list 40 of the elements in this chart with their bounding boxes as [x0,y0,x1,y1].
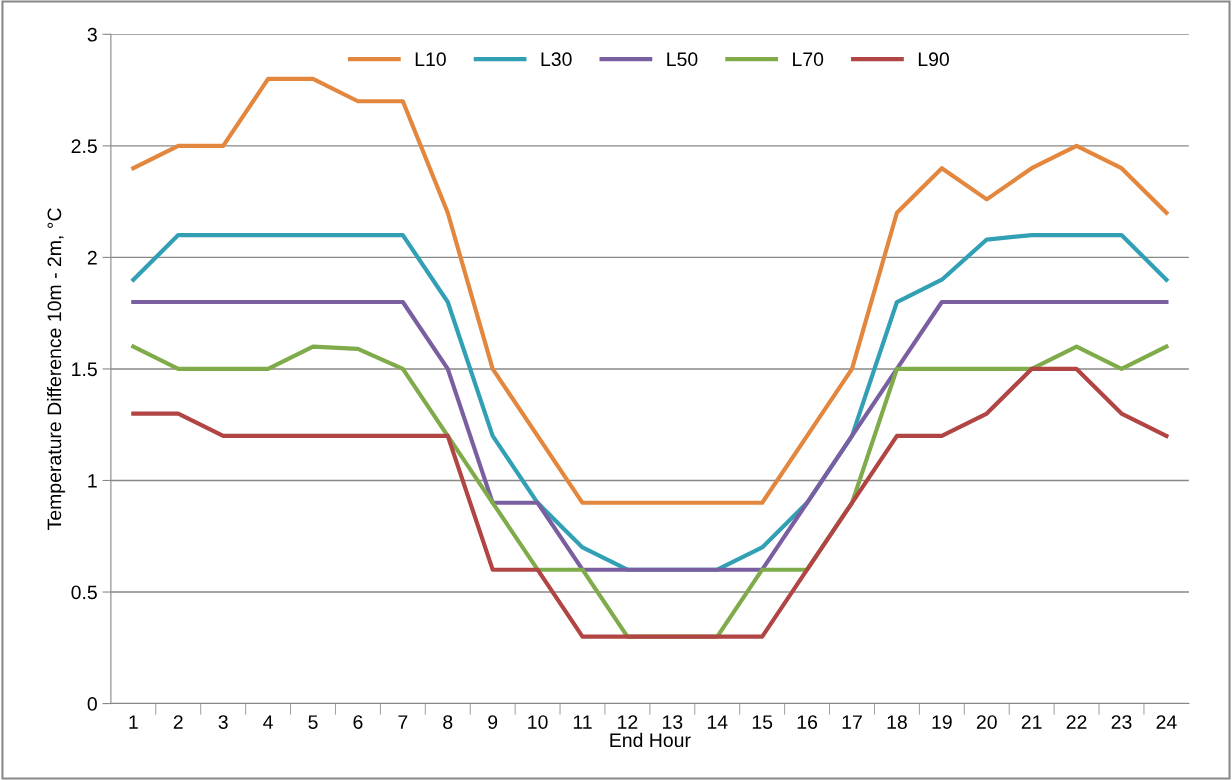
x-tick-label: 5 [308,715,318,729]
x-tick-label: 9 [488,715,498,729]
y-tick-label: 0.5 [71,585,97,600]
y-tick-label: 2.5 [71,139,97,154]
x-tick-label: 3 [218,715,228,729]
x-tick-label: 11 [573,715,592,729]
y-axis-title: Temperature Difference 10m - 2m, °C [46,208,66,530]
x-tick-label: 2 [173,715,183,729]
y-tick-label: 2 [87,250,97,265]
x-tick-label: 1 [129,715,138,729]
x-tick-label: 4 [263,715,273,729]
legend-label: L30 [541,52,572,67]
x-tick-label: 20 [976,715,997,729]
x-tick-label: 14 [707,715,728,729]
legend-label: L10 [415,52,446,67]
x-tick-label: 8 [443,715,453,729]
x-tick-label: 18 [887,715,907,729]
y-tick-label: 1.5 [72,362,97,377]
x-tick-label: 13 [663,715,683,729]
x-axis-title: End Hour [610,732,691,748]
x-tick-label: 17 [842,715,862,729]
x-tick-label: 23 [1111,715,1132,729]
x-tick-label: 7 [398,715,408,729]
x-tick-label: 12 [618,715,638,729]
x-tick-label: 10 [528,715,548,729]
y-tick-label: 1 [88,474,97,488]
x-tick-label: 16 [797,715,818,729]
line-series [131,76,1169,505]
x-tick-label: 21 [1021,715,1042,729]
line-series [131,299,1169,572]
legend-label: L70 [793,52,824,67]
x-tick-label: 22 [1066,715,1087,729]
y-tick-label: 0 [87,697,97,711]
legend-label: L90 [918,52,949,67]
x-tick-label: 24 [1156,715,1177,729]
x-tick-label: 19 [932,715,952,729]
y-tick-label: 3 [87,27,97,42]
x-tick-label: 15 [752,715,773,729]
legend-label: L50 [667,52,698,67]
x-tick-label: 6 [353,715,363,729]
